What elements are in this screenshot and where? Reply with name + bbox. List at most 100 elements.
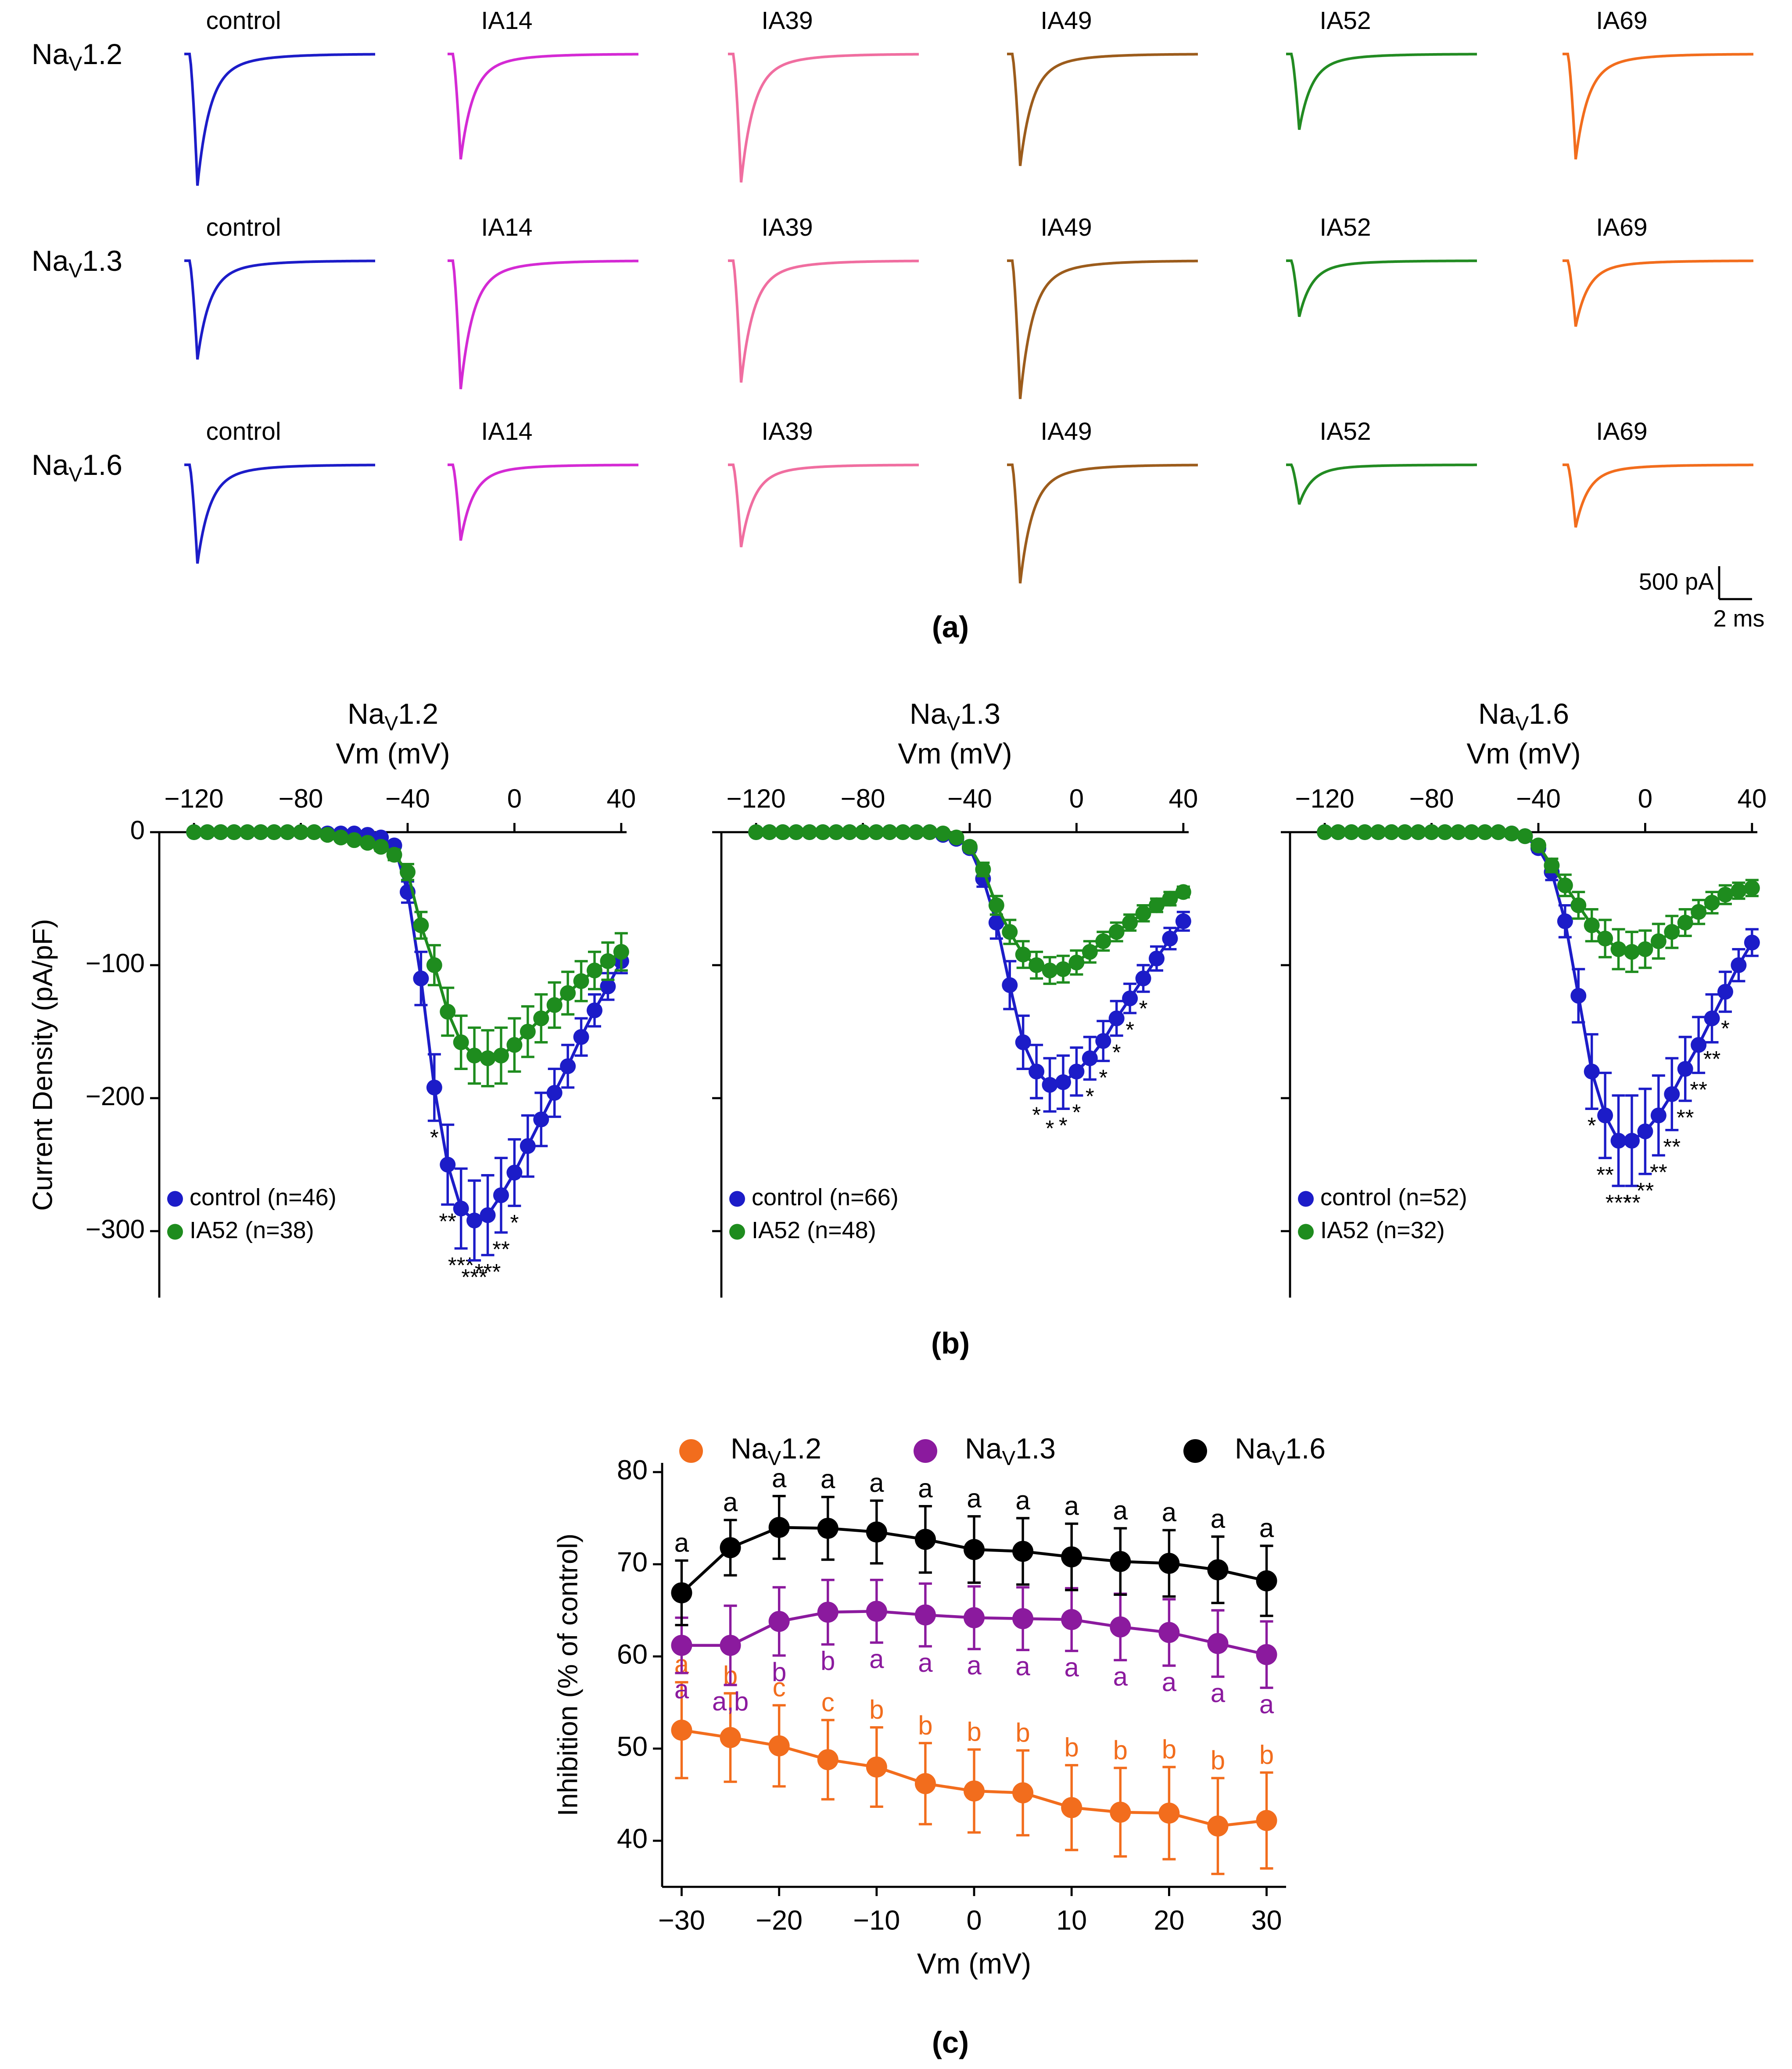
letter-label: b <box>918 1710 932 1740</box>
legend-marker <box>729 1224 745 1240</box>
legend-marker <box>729 1191 745 1207</box>
data-point <box>1624 1132 1640 1149</box>
data-point <box>1383 824 1400 841</box>
trace-label: IA39 <box>761 417 813 445</box>
trace <box>448 259 639 389</box>
data-point <box>493 1048 509 1064</box>
trace <box>1007 259 1198 399</box>
data-point <box>1610 1132 1627 1149</box>
trace-label: IA49 <box>1040 213 1092 241</box>
letter-label: a <box>1113 1496 1128 1525</box>
trace <box>184 259 376 360</box>
y-tick-label: −300 <box>86 1214 145 1244</box>
data-point <box>1042 963 1058 979</box>
data-point <box>961 839 978 855</box>
data-point <box>506 1164 523 1181</box>
x-tick-label: −80 <box>279 784 323 813</box>
x-tick-label: −10 <box>853 1905 900 1936</box>
x-tick-label: −80 <box>841 784 885 813</box>
data-point <box>413 917 429 934</box>
data-point <box>426 957 442 973</box>
data-point <box>1002 977 1018 993</box>
data-point <box>914 1773 936 1794</box>
data-point <box>1650 933 1667 949</box>
significance: ** <box>1663 1134 1681 1159</box>
data-point <box>1744 934 1760 951</box>
data-point <box>359 835 376 851</box>
data-point <box>1207 1633 1229 1654</box>
data-point <box>426 1079 442 1096</box>
data-point <box>964 1607 985 1628</box>
data-point <box>1504 826 1520 842</box>
data-point <box>199 824 215 841</box>
data-point <box>613 944 629 960</box>
significance: * <box>1059 1113 1068 1138</box>
label-part: V <box>767 1447 781 1469</box>
data-point <box>1110 1801 1131 1823</box>
letter-label: b <box>967 1717 981 1746</box>
label-part: Na <box>910 697 947 730</box>
trace <box>1286 259 1477 317</box>
data-point <box>1664 1086 1680 1102</box>
data-point <box>399 864 416 880</box>
legend-marker <box>914 1439 938 1463</box>
data-point <box>533 1111 549 1128</box>
data-point <box>914 1604 936 1626</box>
data-point <box>1650 1107 1667 1124</box>
trace <box>1286 463 1477 505</box>
letter-label: a <box>1064 1652 1079 1682</box>
data-point <box>975 861 991 877</box>
data-point <box>573 1029 589 1045</box>
data-point <box>1158 1803 1180 1824</box>
letter-label: a <box>1015 1652 1030 1681</box>
significance: ** <box>1677 1105 1694 1130</box>
trace-label: IA52 <box>1319 417 1371 445</box>
label-part: Na <box>965 1432 1002 1465</box>
row-label: NaV1.6 <box>32 449 122 486</box>
data-point <box>761 824 778 841</box>
data-point <box>1557 877 1573 894</box>
data-point <box>768 1517 790 1538</box>
data-point <box>817 1602 839 1623</box>
data-point <box>1463 824 1480 841</box>
x-axis-label: Vm (mV) <box>336 737 450 769</box>
panel-label: (c) <box>932 2026 969 2059</box>
data-point <box>319 827 336 843</box>
legend-label: IA52 (n=32) <box>1320 1217 1445 1243</box>
y-tick-label: −200 <box>86 1081 145 1111</box>
data-point <box>280 824 296 841</box>
data-point <box>1061 1546 1082 1568</box>
data-point <box>671 1720 692 1741</box>
x-tick-label: 0 <box>507 784 522 813</box>
x-tick-label: −40 <box>947 784 992 813</box>
significance: * <box>1125 1017 1134 1042</box>
y-tick-label: −100 <box>86 948 145 978</box>
trace-label: IA39 <box>761 213 813 241</box>
letter-label: a,b <box>712 1687 749 1716</box>
data-point <box>817 1518 839 1539</box>
significance: * <box>430 1125 439 1150</box>
data-point <box>1664 924 1680 940</box>
panel-label: (a) <box>932 610 969 644</box>
data-point <box>988 915 1004 931</box>
data-point <box>212 824 229 841</box>
y-tick-label: 60 <box>617 1639 648 1670</box>
data-point <box>1175 884 1191 900</box>
chart-title: NaV1.2 <box>348 697 438 735</box>
data-point <box>480 1207 496 1223</box>
x-tick-label: 0 <box>1638 784 1652 813</box>
data-point <box>1410 824 1426 841</box>
trace-label: IA14 <box>481 7 532 35</box>
legend-marker <box>167 1224 183 1240</box>
data-point <box>1256 1644 1277 1665</box>
trace <box>1286 53 1477 130</box>
data-point <box>1029 1063 1045 1080</box>
x-axis-label: Vm (mV) <box>917 1947 1031 1979</box>
data-point <box>453 1034 469 1050</box>
trace-label: control <box>206 7 281 35</box>
label-part: V <box>946 712 960 735</box>
data-point <box>239 824 255 841</box>
data-point <box>1012 1608 1034 1629</box>
data-point <box>1517 828 1533 844</box>
data-point <box>988 897 1004 913</box>
